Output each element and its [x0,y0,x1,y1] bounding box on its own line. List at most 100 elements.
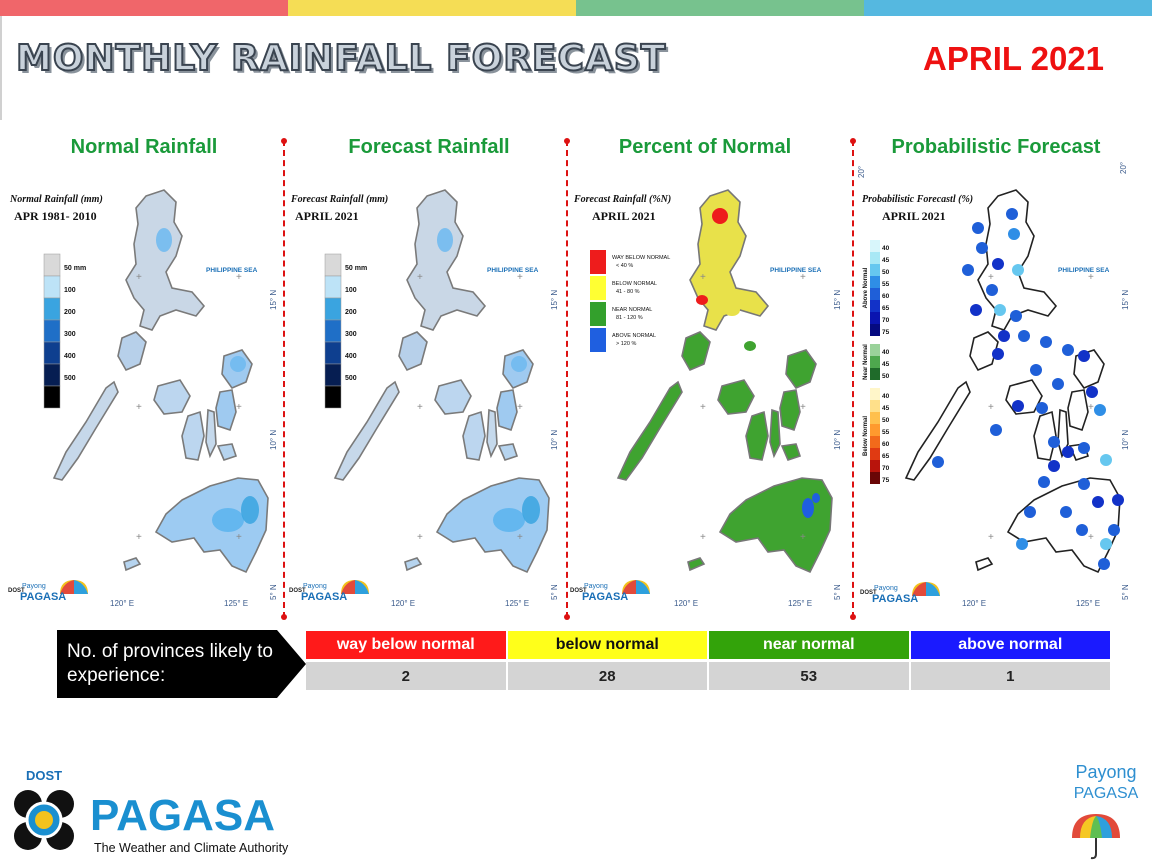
grid-cross: + [517,532,523,543]
forecast-station-dot [992,258,1004,270]
island-palawan [616,380,683,481]
lat-label: 5° N [1121,584,1130,600]
forecast-station-dot [1098,558,1110,570]
legend-tick: 40 [882,393,890,400]
island-palawan [333,380,400,481]
payong-pagasa-logo: Payong PAGASA [1072,762,1139,860]
legend-swatch [324,319,342,343]
province-count-table: way below normal below normal near norma… [306,631,1112,690]
grid-cross: + [1088,532,1094,543]
island-mindanao [1006,477,1121,574]
lat-label: 15° N [1121,290,1130,310]
count-below-normal: 28 [507,662,707,690]
mini-payong: Payong [874,585,898,592]
lat-label: 10° N [550,430,559,450]
rainfall-patch [241,496,259,524]
grid-cross: + [700,532,706,543]
grid-cross: + [700,402,706,413]
lat-label: 5° N [269,584,278,600]
forecast-station-dot [1062,446,1074,458]
island-leyte [215,389,237,432]
percent-patch [696,295,708,305]
pagasa-wordmark: PAGASA [90,791,275,840]
legend-swatch [43,385,61,409]
forecast-station-dot [1024,506,1036,518]
umbrella-panel [341,580,355,594]
rainfall-patch [156,228,172,252]
island-sulu [687,557,706,572]
legend-swatch [870,460,880,472]
lon-label: 125° E [1076,599,1100,608]
forecast-station-dot [1100,538,1112,550]
island-mindoro [969,331,999,372]
grid-cross: + [417,402,423,413]
mini-dost: DOST [570,588,587,594]
percent-patch [724,304,740,316]
forecast-station-dot [1012,400,1024,412]
lon-label: 125° E [224,599,248,608]
legend-tick: 45 [882,257,890,264]
island-samar [785,349,817,389]
legend-range: < 40 % [616,263,633,269]
island-cebu [205,408,217,459]
mini-dost: DOST [860,590,877,596]
category-below-normal: below normal [507,631,707,659]
rainfall-patch [437,228,453,252]
lat-label: 15° N [269,290,278,310]
rainfall-patch [230,356,246,372]
top-bar-red [0,0,288,16]
island-leyte [779,389,801,432]
pagasa-label: PAGASA [1074,785,1139,802]
legend-swatch [43,275,61,299]
legend-swatch [324,341,342,365]
grid-cross: + [800,402,806,413]
legend-swatch [870,388,880,400]
top-bar-yellow [288,0,576,16]
legend-tick: 75 [882,329,890,336]
forecast-station-dot [998,330,1010,342]
legend-tick: 300 [64,331,76,338]
forecast-station-dot [972,222,984,234]
umbrella-panel [622,580,636,594]
umbrella-panel [636,580,650,594]
map-panel-percent: Forecast Rainfall (%N) APRIL 2021 WAY BELO… [570,160,844,612]
legend-swatch [43,253,61,277]
legend-label: WAY BELOW NORMAL [612,255,670,261]
forecast-station-dot [932,456,944,468]
forecast-station-dot [1010,310,1022,322]
forecast-station-dot [1040,336,1052,348]
summary-label: No. of provinces likely to experience: [67,641,273,686]
legend-swatch [590,328,606,352]
legend-tick: 55 [882,281,890,288]
island-panay [434,379,472,415]
grid-cross: + [988,402,994,413]
island-palawan [52,380,119,481]
category-near-normal: near normal [709,631,909,659]
forecast-station-dot [1078,350,1090,362]
forecast-station-dot [1076,524,1088,536]
umbrella-panel [74,580,88,594]
forecast-station-dot [1062,344,1074,356]
grid-cross: + [988,272,994,283]
lat-label: 10° N [1121,430,1130,450]
island-negros [745,410,769,461]
sea-label: PHILIPPINE SEA [770,267,822,274]
map-title: Forecast Rainfall (%N) [573,194,671,205]
grid-cross: + [136,402,142,413]
left-edge-line [0,16,2,120]
lat-label: 20° [1119,162,1128,174]
grid-cross: + [517,402,523,413]
legend-tick: 50 [882,269,890,276]
island-panay [153,379,191,415]
percent-patch [802,498,814,518]
panel-title-percent: Percent of Normal [618,136,792,158]
legend-label: NEAR NORMAL [612,307,652,313]
percent-patch [712,208,728,224]
legend-swatch [43,363,61,387]
legend-label: BELOW NORMAL [612,281,657,287]
count-near-normal: 53 [709,662,909,690]
legend-swatch [870,276,880,288]
legend-tick: 500 [64,375,76,382]
